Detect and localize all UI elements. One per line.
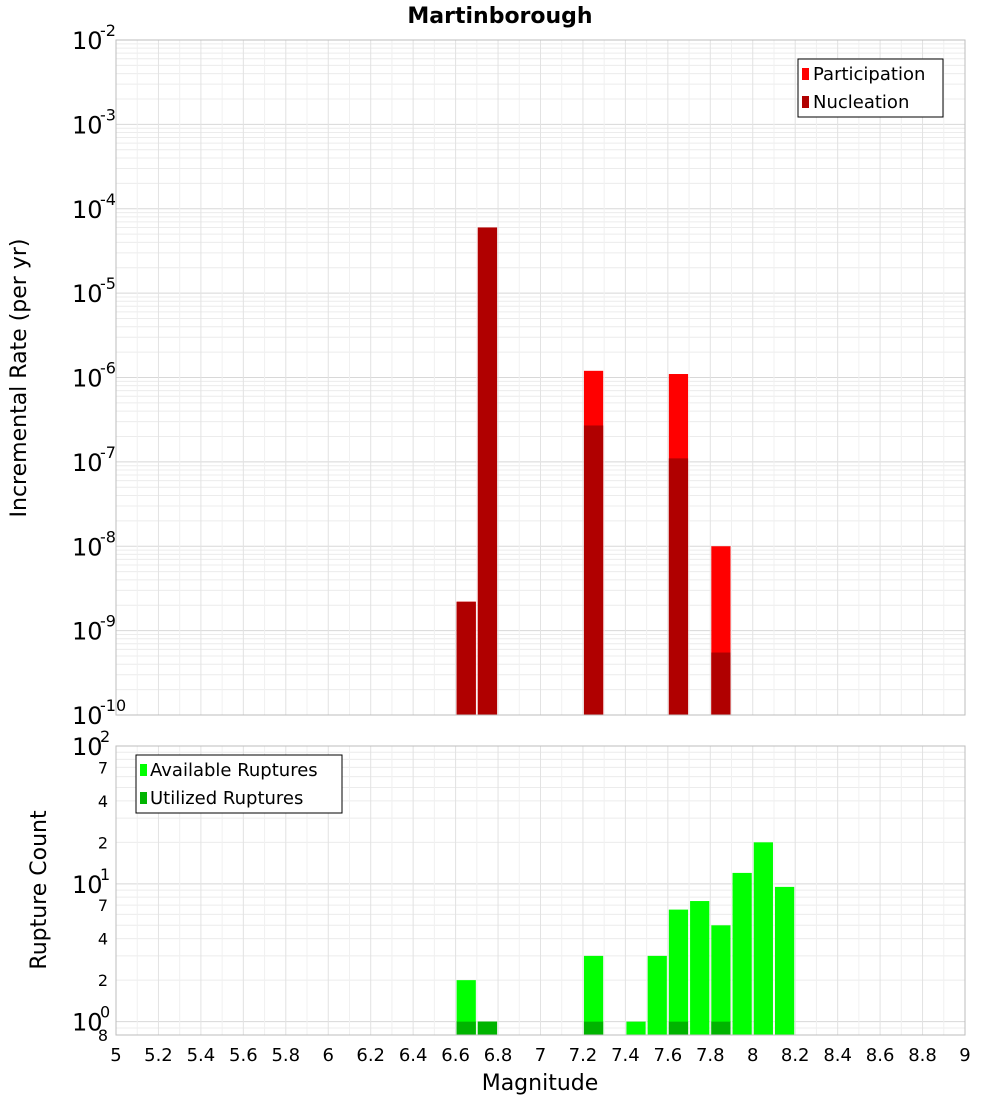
legend-label-nucleation: Nucleation (813, 92, 909, 113)
x-tick-label: 6.8 (484, 1045, 513, 1066)
rate-y-tick-label: 10 (72, 27, 103, 55)
x-tick-label: 5 (110, 1045, 121, 1066)
bar-available-ruptures (626, 1021, 646, 1035)
legend-swatch-nucleation (802, 96, 809, 108)
rupture-count-y-tick-label: 10 (72, 871, 103, 899)
rate-y-tick-exponent: -5 (100, 274, 116, 293)
rate-y-tick-exponent: -8 (100, 527, 116, 546)
rupture-count-y-minor-tick-label: 7 (98, 758, 108, 777)
rupture-count-y-tick-label: 10 (72, 1009, 103, 1037)
rupture-count-y-tick-exponent: 1 (100, 865, 110, 884)
bar-available-ruptures (668, 909, 689, 1035)
rate-y-tick-exponent: -6 (100, 359, 116, 378)
rupture-count-plot-frame (115, 745, 966, 1036)
rupture-count-plot-legend-box (135, 754, 343, 814)
rate-y-tick-exponent: -9 (100, 612, 116, 631)
rate-plot-legend: Participation Nucleation (797, 58, 944, 118)
x-tick-label: 8.4 (823, 1045, 852, 1066)
x-tick-label: 5.4 (187, 1045, 216, 1066)
rate-y-tick-label: 10 (72, 111, 103, 139)
bar-available-ruptures (690, 901, 710, 1035)
rate-y-tick-exponent: -2 (100, 21, 116, 40)
rupture-count-y-minor-tick-label: 2 (98, 833, 108, 852)
rate-y-tick-label: 10 (72, 449, 103, 477)
rupture-count-y-tick-exponent: 2 (100, 727, 110, 746)
rate-y-tick-label: 10 (72, 618, 103, 646)
x-tick-label: 8.6 (866, 1045, 895, 1066)
legend-swatch-utilized-ruptures (140, 792, 147, 804)
rupture-count-plot-x-ticks: 5 5.2 5.4 5.6 5.8 6 6.2 6.4 6.6 6.8 7 7.2 7.4 7.6 7.8 8… (110, 1045, 970, 1066)
rate-y-tick-exponent: -4 (100, 190, 116, 209)
rupture-count-y-minor-tick-label: 4 (98, 792, 108, 811)
rate-plot-frame (115, 39, 966, 716)
rate-plot-grid (115, 40, 966, 716)
bar-utilized-ruptures (711, 1021, 731, 1035)
x-tick-label: 5.6 (229, 1045, 258, 1066)
rate-y-tick-label: 10 (72, 365, 103, 393)
x-tick-label: 7.8 (696, 1045, 725, 1066)
bar-available-ruptures (753, 842, 773, 1035)
x-tick-label: 6.4 (399, 1045, 428, 1066)
bar-nucleation (477, 227, 498, 715)
rate-plot-legend-box (797, 58, 944, 118)
bar-available-ruptures (711, 925, 731, 1035)
rupture-count-plot-y-axis-label: Rupture Count (27, 810, 52, 970)
x-tick-label: 5.2 (144, 1045, 173, 1066)
rupture-count-y-tick-exponent: 0 (100, 1003, 110, 1022)
rate-y-tick-label: 10 (72, 533, 103, 561)
bar-available-ruptures (647, 955, 667, 1035)
rate-y-tick-exponent: -3 (100, 105, 116, 124)
x-axis-label: Magnitude (482, 1071, 599, 1096)
rupture-count-plot-bars (456, 842, 795, 1035)
x-tick-label: 7.6 (654, 1045, 683, 1066)
bar-available-ruptures (583, 955, 604, 1035)
rupture-count-plot-legend: Available Ruptures Utilized Ruptures (135, 754, 343, 814)
x-tick-label: 7.4 (611, 1045, 640, 1066)
chart-title: Martinborough (407, 4, 592, 29)
bar-nucleation (668, 458, 689, 715)
bar-available-ruptures (774, 886, 795, 1035)
rate-y-tick-label: 10 (72, 280, 103, 308)
rupture-count-y-minor-tick-label: 2 (98, 971, 108, 990)
rupture-count-y-minor-tick-label: 8 (98, 1026, 108, 1045)
bar-available-ruptures (456, 980, 476, 1035)
x-tick-label: 7.2 (569, 1045, 598, 1066)
rate-y-tick-label: 10 (72, 196, 103, 224)
rupture-count-y-minor-tick-label: 7 (98, 896, 108, 915)
legend-swatch-participation (802, 68, 809, 80)
legend-label-participation: Participation (813, 64, 925, 85)
rate-y-tick-label: 10 (72, 702, 103, 730)
rate-plot-y-axis-label: Incremental Rate (per yr) (7, 239, 32, 518)
rate-y-tick-exponent: -10 (100, 696, 126, 715)
rate-plot-y-ticks: 10-210-310-410-510-610-710-810-910-10 (72, 21, 126, 730)
x-tick-label: 9 (959, 1045, 970, 1066)
x-tick-label: 8 (747, 1045, 758, 1066)
x-tick-label: 6 (323, 1045, 334, 1066)
legend-label-available-ruptures: Available Ruptures (150, 760, 318, 781)
rate-plot: 10-210-310-410-510-610-710-810-910-10 In… (7, 21, 966, 730)
bar-utilized-ruptures (477, 1021, 498, 1035)
x-tick-label: 6.2 (356, 1045, 385, 1066)
bar-nucleation (456, 601, 476, 715)
rupture-count-y-tick-label: 10 (72, 733, 103, 761)
bar-available-ruptures (732, 872, 752, 1035)
bar-nucleation (583, 425, 604, 715)
legend-swatch-available-ruptures (140, 764, 147, 776)
x-tick-label: 5.8 (271, 1045, 300, 1066)
x-tick-label: 6.6 (441, 1045, 470, 1066)
x-tick-label: 8.8 (908, 1045, 937, 1066)
bar-utilized-ruptures (456, 1021, 476, 1035)
bar-utilized-ruptures (583, 1021, 604, 1035)
rupture-count-y-minor-tick-label: 4 (98, 930, 108, 949)
rate-y-tick-exponent: -7 (100, 443, 116, 462)
x-tick-label: 7 (535, 1045, 546, 1066)
rate-plot-bars (456, 227, 731, 715)
bar-nucleation (711, 652, 731, 715)
legend-label-utilized-ruptures: Utilized Ruptures (150, 788, 303, 809)
x-tick-label: 8.2 (781, 1045, 810, 1066)
bar-utilized-ruptures (668, 1021, 689, 1035)
